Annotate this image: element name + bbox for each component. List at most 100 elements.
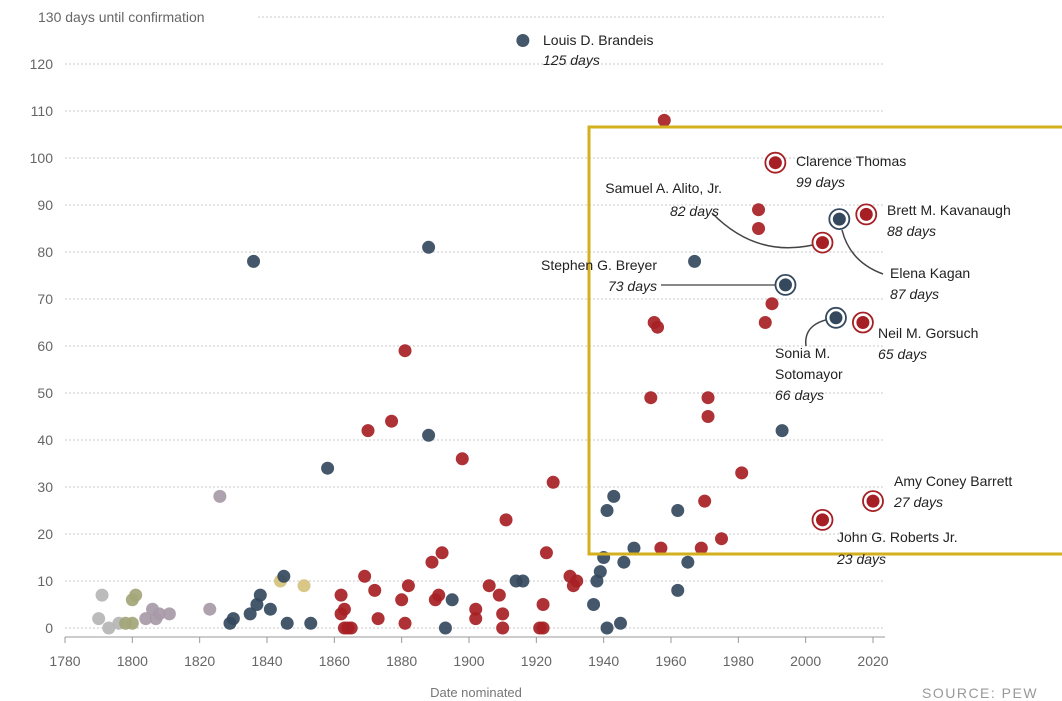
gorsuch-annotation: Neil M. Gorsuch 65 days (878, 325, 978, 362)
x-tick-label: 1820 (184, 653, 215, 669)
data-point (536, 621, 550, 635)
x-tick-label: 1880 (386, 653, 417, 669)
data-point (368, 583, 382, 597)
y-tick-label: 60 (37, 338, 53, 354)
y-tick-label: 40 (37, 432, 53, 448)
y-tick-label: 20 (37, 526, 53, 542)
data-point (422, 240, 436, 254)
data-point (651, 320, 665, 334)
data-point (735, 466, 749, 480)
gorsuch-name: Neil M. Gorsuch (878, 325, 978, 341)
data-point (337, 602, 351, 616)
data-point (614, 616, 627, 630)
leader-lines (661, 212, 884, 347)
data-point (102, 621, 116, 635)
data-point (280, 616, 294, 630)
data-point (516, 574, 530, 588)
x-tick-label: 1780 (49, 653, 80, 669)
data-point (654, 541, 668, 555)
data-point (92, 612, 106, 626)
x-tick-label: 2000 (790, 653, 821, 669)
y-tick-label: 80 (37, 244, 53, 260)
x-tick-label: 1920 (521, 653, 552, 669)
highlight-box (587, 125, 1062, 556)
data-point (758, 316, 772, 329)
data-point (139, 612, 153, 626)
data-point (445, 593, 459, 607)
alito-days: 82 days (670, 203, 719, 219)
data-point (385, 414, 399, 428)
data-point (617, 555, 631, 569)
highlighted-point (866, 494, 880, 508)
thomas-name: Clarence Thomas (796, 153, 906, 169)
brandeis-days: 125 days (543, 52, 600, 68)
thomas-annotation: Clarence Thomas 99 days (796, 153, 906, 190)
data-point (422, 428, 436, 442)
x-axis-title: Date nominated (430, 685, 522, 700)
y-tick-label: 10 (37, 573, 53, 589)
data-point (129, 588, 143, 602)
kagan-days: 87 days (890, 286, 939, 302)
data-point (701, 410, 715, 423)
brandeis-name: Louis D. Brandeis (543, 32, 654, 48)
data-point (694, 541, 708, 555)
data-point (627, 541, 641, 555)
data-point (715, 532, 728, 546)
sotomayor-name-line2: Sotomayor (775, 366, 843, 382)
data-point (752, 222, 766, 235)
roberts-days: 23 days (836, 551, 886, 567)
highlighted-point (816, 513, 829, 527)
x-tick-label: 1940 (588, 653, 619, 669)
x-tick-label: 2020 (857, 653, 888, 669)
data-point (587, 598, 601, 611)
data-point (492, 588, 506, 602)
breyer-days: 73 days (608, 278, 657, 294)
x-tick-label: 1840 (251, 653, 282, 669)
data-point (681, 555, 695, 569)
data-point (752, 203, 766, 217)
highlighted-point (832, 212, 846, 226)
source-note: SOURCE: PEW (922, 685, 1038, 701)
y-axis-label: 130 days until confirmation (38, 9, 205, 25)
data-point (321, 461, 335, 475)
data-point (432, 588, 446, 602)
data-point (516, 34, 530, 47)
data-point (226, 612, 240, 626)
data-point (398, 344, 412, 358)
x-tick-label: 1900 (453, 653, 484, 669)
gorsuch-days: 65 days (878, 346, 927, 362)
data-point (765, 297, 779, 311)
data-point (570, 574, 584, 588)
data-point (546, 475, 560, 489)
data-point (401, 579, 415, 593)
data-point (775, 424, 789, 438)
kagan-annotation: Elena Kagan 87 days (890, 265, 970, 302)
thomas-days: 99 days (796, 174, 845, 190)
data-point (482, 579, 496, 593)
data-point (361, 424, 375, 438)
alito-name: Samuel A. Alito, Jr. (605, 180, 722, 196)
highlighted-point (778, 278, 792, 292)
data-point (469, 612, 483, 626)
data-point (263, 602, 277, 616)
brandeis-annotation: Louis D. Brandeis 125 days (543, 32, 654, 68)
breyer-annotation: Stephen G. Breyer 73 days (541, 257, 657, 294)
data-point (698, 494, 712, 508)
data-point (243, 607, 257, 621)
data-point (277, 569, 291, 583)
y-tick-label: 30 (37, 479, 53, 495)
kavanaugh-name: Brett M. Kavanaugh (887, 202, 1011, 218)
y-tick-label: 90 (37, 197, 53, 213)
highlighted-point (856, 316, 870, 329)
data-point (701, 391, 715, 405)
highlighted-points (764, 151, 884, 531)
data-point (671, 583, 685, 597)
x-tick-label: 1960 (655, 653, 686, 669)
data-point (152, 607, 166, 621)
data-point (644, 391, 658, 405)
data-point (398, 616, 412, 630)
data-point (671, 504, 685, 517)
roberts-name: John G. Roberts Jr. (837, 529, 958, 545)
x-tick-label: 1980 (723, 653, 754, 669)
y-tick-label: 100 (30, 150, 54, 166)
